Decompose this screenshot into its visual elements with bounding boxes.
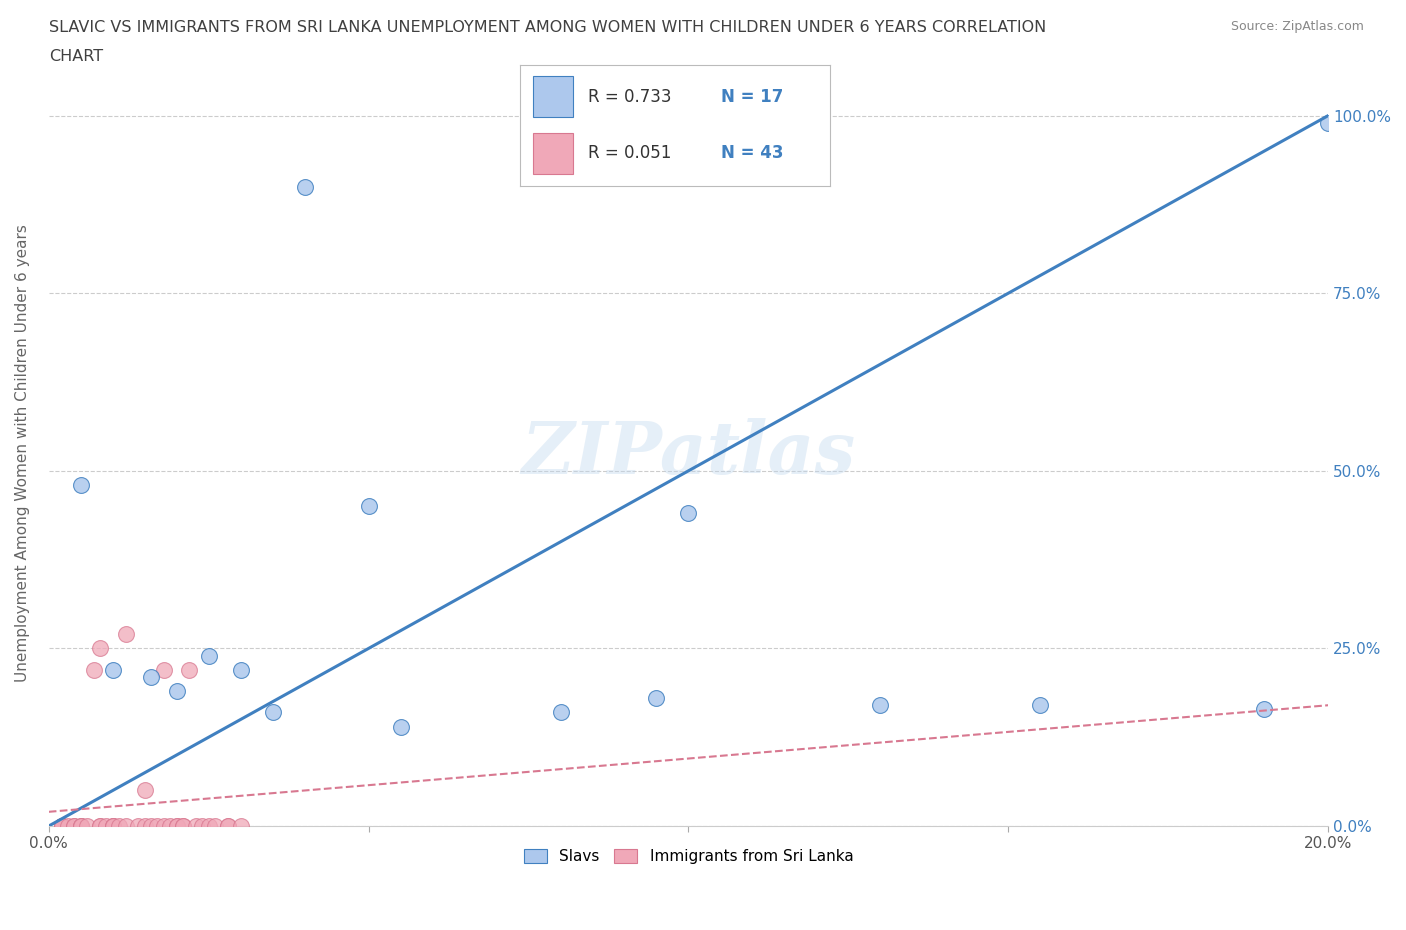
Point	[550, 705, 572, 720]
Point	[1029, 698, 1052, 712]
Point	[139, 818, 162, 833]
Point	[89, 818, 111, 833]
Point	[56, 818, 79, 833]
Point	[114, 818, 136, 833]
Point	[197, 818, 219, 833]
Point	[217, 818, 239, 833]
Point	[1253, 701, 1275, 716]
Point	[101, 818, 124, 833]
Point	[108, 818, 131, 833]
Point	[166, 818, 188, 833]
Text: R = 0.733: R = 0.733	[588, 87, 672, 105]
Point	[153, 818, 176, 833]
Point	[217, 818, 239, 833]
Point	[69, 818, 91, 833]
Point	[357, 498, 380, 513]
Point	[51, 818, 73, 833]
Point	[229, 818, 252, 833]
Text: N = 17: N = 17	[721, 87, 783, 105]
Point	[101, 662, 124, 677]
Point	[63, 818, 86, 833]
Point	[1317, 115, 1340, 130]
Point	[678, 506, 700, 521]
Point	[134, 818, 156, 833]
Point	[197, 648, 219, 663]
Point	[139, 670, 162, 684]
Text: ZIPatlas: ZIPatlas	[522, 418, 855, 488]
Point	[172, 818, 194, 833]
Point	[869, 698, 891, 712]
Point	[101, 818, 124, 833]
Point	[134, 783, 156, 798]
Point	[191, 818, 214, 833]
Point	[89, 818, 111, 833]
Point	[127, 818, 149, 833]
Point	[51, 818, 73, 833]
Point	[153, 662, 176, 677]
Point	[166, 684, 188, 698]
Text: N = 43: N = 43	[721, 144, 783, 163]
Point	[204, 818, 226, 833]
Point	[184, 818, 207, 833]
Point	[83, 662, 105, 677]
Point	[262, 705, 284, 720]
Point	[69, 818, 91, 833]
Text: Source: ZipAtlas.com: Source: ZipAtlas.com	[1230, 20, 1364, 33]
Text: R = 0.051: R = 0.051	[588, 144, 672, 163]
Point	[645, 691, 668, 706]
Text: SLAVIC VS IMMIGRANTS FROM SRI LANKA UNEMPLOYMENT AMONG WOMEN WITH CHILDREN UNDER: SLAVIC VS IMMIGRANTS FROM SRI LANKA UNEM…	[49, 20, 1046, 35]
FancyBboxPatch shape	[533, 76, 572, 117]
Point	[294, 179, 316, 194]
Point	[63, 818, 86, 833]
Point	[389, 719, 412, 734]
Point	[51, 818, 73, 833]
Y-axis label: Unemployment Among Women with Children Under 6 years: Unemployment Among Women with Children U…	[15, 224, 30, 682]
Point	[114, 627, 136, 642]
FancyBboxPatch shape	[533, 133, 572, 174]
Point	[101, 818, 124, 833]
Point	[146, 818, 169, 833]
Point	[76, 818, 98, 833]
Point	[51, 818, 73, 833]
Legend: Slavs, Immigrants from Sri Lanka: Slavs, Immigrants from Sri Lanka	[517, 844, 859, 870]
Text: CHART: CHART	[49, 49, 103, 64]
Point	[96, 818, 118, 833]
Point	[179, 662, 201, 677]
Point	[69, 818, 91, 833]
Point	[51, 818, 73, 833]
Point	[229, 662, 252, 677]
Point	[159, 818, 181, 833]
Point	[89, 641, 111, 656]
Point	[166, 818, 188, 833]
Point	[172, 818, 194, 833]
Point	[69, 478, 91, 493]
